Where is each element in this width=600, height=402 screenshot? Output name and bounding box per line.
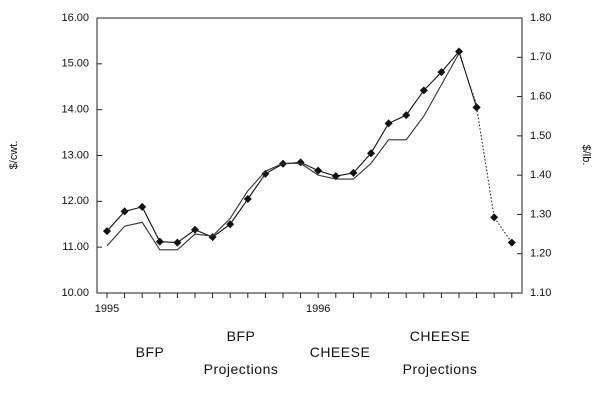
x-tick-label: 1996 [306,303,330,315]
y-tick-label: 15.00 [61,58,89,70]
y2-axis-title: $/lb. [580,145,592,166]
point-marker [455,47,463,56]
point-marker [314,166,323,175]
point-marker [226,220,235,229]
x-tick-label: 1995 [95,303,119,315]
point-marker [191,225,199,234]
y-tick-label: 16.00 [61,12,89,24]
point-marker [138,202,147,211]
point-marker [402,111,411,120]
y-tick-label: 12.00 [61,195,89,207]
point-marker [208,233,217,242]
series-line [106,53,460,251]
plot-frame [96,17,523,294]
point-marker [120,207,129,216]
point-marker [419,86,428,95]
point-marker [472,103,481,112]
legend-entry: CHEESE [309,344,371,360]
y-axis-title: $/cwt. [8,141,20,170]
y2-tick-label: 1.40 [530,169,551,181]
legend-entry: BFP [135,344,165,360]
y-tick-label: 14.00 [61,104,89,116]
y2-tick-label: 1.70 [530,51,551,63]
point-marker [103,227,111,236]
point-marker [261,169,270,178]
legend-entry: CHEESE Projections [402,328,478,377]
point-marker [507,238,516,247]
point-marker [243,195,252,204]
series-line [476,107,513,243]
y2-tick-label: 1.20 [530,248,551,260]
y2-tick-label: 1.30 [530,208,551,220]
y-tick-label: 11.00 [62,241,89,253]
point-marker [367,149,375,158]
point-marker [384,119,393,128]
point-marker [349,168,358,177]
point-marker [437,68,446,77]
y2-tick-label: 1.60 [530,90,551,102]
legend-entry: BFP Projections [203,328,279,377]
series-line [106,50,478,244]
y2-tick-label: 1.50 [530,130,551,142]
point-marker [155,237,164,246]
y2-tick-label: 1.10 [530,287,551,299]
point-marker [173,238,182,247]
y-tick-label: 13.00 [61,149,89,161]
y2-tick-label: 1.80 [530,12,551,24]
point-marker [490,213,499,222]
y-tick-label: 10.00 [61,287,89,299]
